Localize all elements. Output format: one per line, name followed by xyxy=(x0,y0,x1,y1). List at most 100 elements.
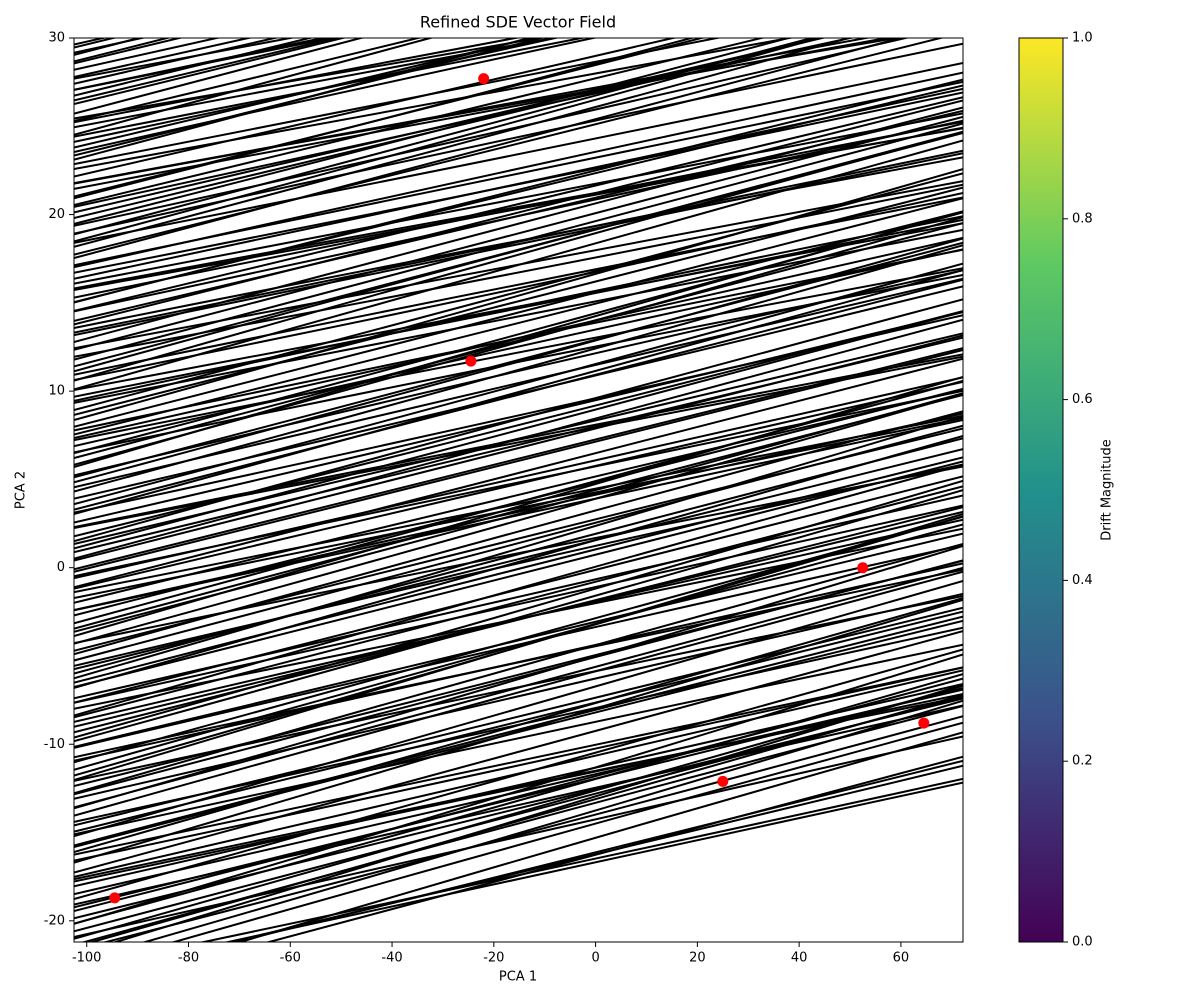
streamline xyxy=(74,38,560,143)
streamline xyxy=(74,38,903,185)
streamline xyxy=(221,781,963,942)
streamline xyxy=(74,112,963,285)
chart-title: Refined SDE Vector Field xyxy=(420,13,616,32)
streamline xyxy=(141,699,963,942)
streamline xyxy=(74,38,724,166)
streamline xyxy=(74,0,963,12)
streamline xyxy=(74,186,963,416)
streamline xyxy=(74,96,963,312)
streamline xyxy=(74,298,963,543)
streamline xyxy=(74,38,222,71)
y-tick-label: 0 xyxy=(57,560,65,575)
streamline xyxy=(74,106,963,343)
x-tick-label: -40 xyxy=(381,951,402,966)
streamline xyxy=(74,379,963,625)
streamline xyxy=(74,38,312,97)
streamline xyxy=(74,376,963,580)
streamline xyxy=(74,415,963,680)
streamline xyxy=(74,673,963,925)
streamline xyxy=(74,463,963,717)
streamline xyxy=(74,38,945,256)
streamline xyxy=(74,375,963,638)
streamline xyxy=(74,38,368,115)
streamline xyxy=(74,130,963,373)
streamline xyxy=(74,692,963,883)
streamline xyxy=(102,715,963,942)
streamline xyxy=(74,513,963,781)
streamline xyxy=(74,389,963,604)
streamline xyxy=(74,310,963,538)
streamline xyxy=(74,0,963,3)
colorbar-tick-label: 0.0 xyxy=(1072,935,1093,950)
streamlines xyxy=(74,0,963,942)
streamline xyxy=(74,42,963,235)
streamline xyxy=(74,570,963,817)
streamline xyxy=(74,38,905,260)
y-tick-label: 20 xyxy=(48,207,65,222)
streamline xyxy=(74,435,963,689)
y-tick-label: -10 xyxy=(44,737,65,752)
streamline xyxy=(74,197,963,428)
streamline xyxy=(74,262,963,506)
colorbar-tick-label: 0.8 xyxy=(1072,211,1093,226)
y-tick-label: -20 xyxy=(44,913,65,928)
streamline xyxy=(74,152,963,337)
streamline xyxy=(74,456,963,684)
streamline xyxy=(74,222,963,460)
streamline xyxy=(74,228,963,404)
streamline xyxy=(74,99,963,326)
streamline xyxy=(74,592,963,800)
streamline xyxy=(74,115,963,351)
streamline xyxy=(112,683,963,942)
streamline xyxy=(74,615,963,847)
streamline xyxy=(74,267,963,442)
streamline xyxy=(74,357,963,589)
streamline xyxy=(74,606,963,827)
streamline xyxy=(74,666,963,862)
streamline xyxy=(74,579,963,838)
streamline xyxy=(74,120,963,299)
streamline xyxy=(74,475,963,704)
streamline xyxy=(74,0,963,11)
x-tick-label: 60 xyxy=(893,951,910,966)
streamline xyxy=(74,38,853,248)
streamline xyxy=(74,544,963,810)
streamline xyxy=(74,460,963,688)
streamline xyxy=(74,139,963,391)
streamline xyxy=(74,38,591,138)
x-axis-label: PCA 1 xyxy=(499,970,537,985)
streamline xyxy=(74,269,963,515)
streamline xyxy=(74,687,963,909)
streamline xyxy=(74,38,340,102)
colorbar-tick-label: 1.0 xyxy=(1072,31,1093,46)
streamline xyxy=(74,506,963,734)
streamline xyxy=(74,393,963,645)
streamline xyxy=(88,693,963,942)
streamline xyxy=(74,532,963,748)
streamline xyxy=(74,648,963,901)
streamline xyxy=(74,542,963,795)
streamline xyxy=(236,731,963,942)
streamline xyxy=(74,334,963,562)
streamline xyxy=(74,38,435,136)
streamline xyxy=(74,463,963,667)
streamline xyxy=(74,215,963,402)
streamline xyxy=(74,278,963,511)
streamline xyxy=(74,84,963,304)
streamline xyxy=(230,759,963,942)
streamline xyxy=(74,523,963,771)
streamline xyxy=(74,410,963,656)
x-tick-label: -60 xyxy=(280,951,301,966)
streamline xyxy=(74,677,963,913)
point xyxy=(465,355,477,367)
streamline xyxy=(74,38,696,200)
x-tick-label: 0 xyxy=(591,951,599,966)
colorbar xyxy=(1018,37,1064,943)
streamline xyxy=(74,479,963,739)
streamline xyxy=(74,598,963,864)
streamline xyxy=(74,71,963,269)
streamline xyxy=(74,38,423,122)
streamline xyxy=(74,562,963,762)
